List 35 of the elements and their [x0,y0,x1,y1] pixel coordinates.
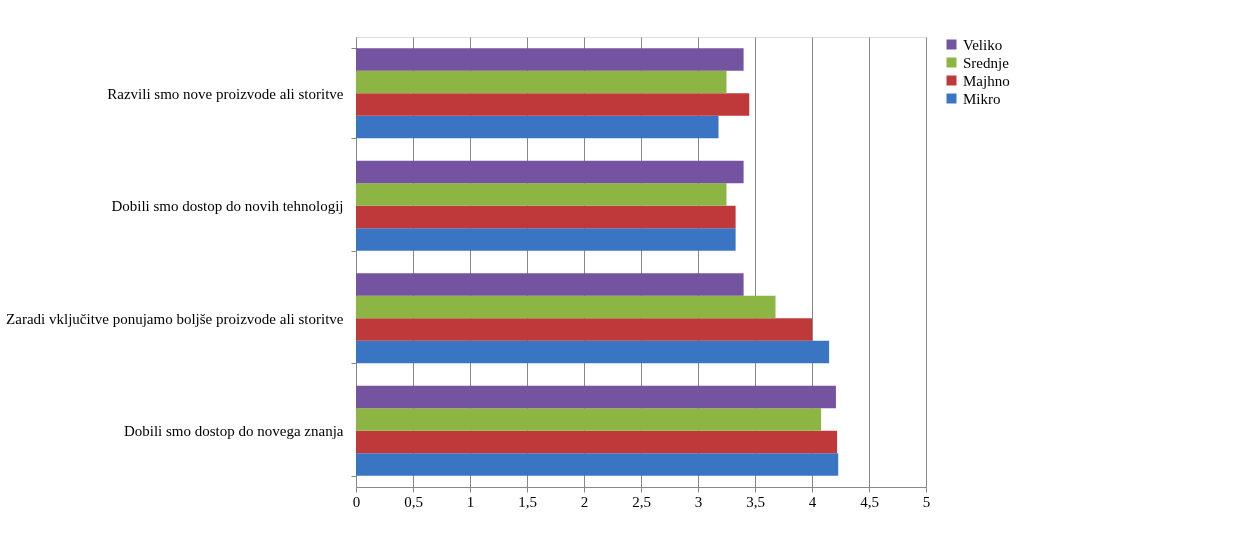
x-tick-label: 4 [808,493,817,510]
bar [356,115,719,139]
bar [356,318,812,341]
x-tick-label: 4,5 [860,493,879,510]
legend-label: Veliko [963,36,1003,53]
bar [356,453,839,476]
bar [356,205,736,229]
bar [356,408,822,431]
x-tick-label: 2 [580,493,589,510]
x-tick-label: 3 [694,493,703,510]
bar [356,93,750,116]
bar [356,70,727,94]
bar [356,228,736,251]
bar [356,295,776,319]
bar [356,430,838,454]
bar [356,160,744,184]
bar [356,273,744,296]
bar [356,340,830,364]
x-tick-label: 2,5 [632,493,651,510]
y-tick-label: Dobili smo dostop do novega znanja [123,423,344,440]
x-tick-label: 0 [352,493,361,510]
bar [356,48,744,71]
x-tick-label: 5 [922,493,931,510]
y-tick-label: Zaradi vključitve ponujamo boljše proizvode ali storitve [6,310,344,327]
bar [356,183,727,206]
x-tick-label: 1,5 [518,493,537,510]
y-tick-label: Razvili smo nove proizvode ali storitve [107,85,344,102]
x-tick-label: 0,5 [404,493,423,510]
y-tick-label: Dobili smo dostop do novih tehnologij [111,198,344,215]
legend-label: Srednje [963,54,1010,71]
legend-label: Mikro [963,90,1001,107]
bar [356,385,836,409]
x-tick-label: 3,5 [746,493,765,510]
legend-label: Majhno [963,72,1010,89]
x-tick-label: 1 [466,493,475,510]
